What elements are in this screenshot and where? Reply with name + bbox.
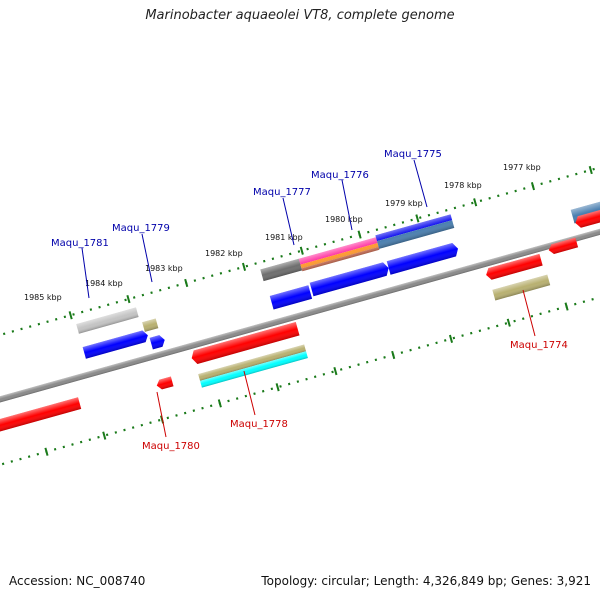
label-maqu-1775: Maqu_1775 [384, 149, 442, 160]
label-maqu-1774: Maqu_1774 [510, 340, 568, 351]
scale-label-1984: 1984 kbp [85, 279, 123, 288]
gene-maqu-1781[interactable] [82, 329, 150, 359]
gene-maqu-1774-khaki[interactable] [492, 274, 551, 301]
label-maqu-1776: Maqu_1776 [311, 170, 369, 181]
label-maqu-1779: Maqu_1779 [112, 223, 170, 234]
accession-text: Accession: NC_008740 [9, 574, 146, 588]
gene-maqu-1776[interactable] [298, 237, 380, 272]
leader-maqu-1781 [81, 247, 90, 299]
scale-labels: 1985 kbp 1984 kbp 1983 kbp 1982 kbp 1981… [24, 163, 541, 302]
gene-maqu-1779-khaki[interactable] [142, 318, 159, 332]
scale-label-1983: 1983 kbp [145, 264, 183, 273]
gene-maqu-1779[interactable] [149, 334, 167, 350]
scale-label-1977: 1977 kbp [503, 163, 541, 172]
gene-fragment-right-red-a[interactable] [547, 237, 579, 255]
leader-maqu-1779 [141, 233, 153, 283]
label-maqu-1778: Maqu_1778 [230, 419, 288, 430]
gene-maqu-1775-blue[interactable] [386, 242, 460, 275]
scale-label-1978: 1978 kbp [444, 181, 482, 190]
leader-maqu-1775 [413, 159, 428, 208]
scale-label-1979: 1979 kbp [385, 199, 423, 208]
gene-maqu-1776-blue[interactable] [309, 261, 391, 297]
gene-maqu-1778[interactable] [190, 321, 300, 365]
gene-maqu-1778-khaki[interactable] [198, 344, 307, 381]
genome-summary-text: Topology: circular; Length: 4,326,849 bp… [261, 574, 591, 588]
scale-label-1982: 1982 kbp [205, 249, 243, 258]
map-title: Marinobacter aquaeolei VT8, complete gen… [145, 8, 455, 23]
gene-fragment-left-red[interactable] [0, 397, 82, 436]
scale-label-1980: 1980 kbp [325, 215, 363, 224]
label-maqu-1777: Maqu_1777 [253, 187, 311, 198]
gene-maqu-1781-light[interactable] [76, 307, 139, 334]
scale-label-1981: 1981 kbp [265, 233, 303, 242]
leader-maqu-1778 [243, 370, 256, 416]
gene-maqu-1774[interactable] [485, 253, 543, 281]
leader-maqu-1777 [282, 197, 295, 246]
gene-maqu-1777[interactable] [269, 285, 313, 310]
upper-major-ticks [68, 165, 593, 320]
gene-maqu-1777-dark[interactable] [260, 258, 303, 282]
label-maqu-1780: Maqu_1780 [142, 441, 200, 452]
gene-maqu-1778-cyan[interactable] [200, 351, 308, 388]
scale-label-1985: 1985 kbp [24, 293, 62, 302]
label-maqu-1781: Maqu_1781 [51, 238, 109, 249]
gene-maqu-1780[interactable] [155, 376, 174, 391]
leader-maqu-1780 [156, 391, 167, 438]
upper-gene-labels: Maqu_1781 Maqu_1779 Maqu_1777 Maqu_1776 … [51, 149, 442, 299]
gene-fragment-right-red-b[interactable] [574, 202, 600, 229]
leader-maqu-1776 [341, 179, 353, 231]
leader-maqu-1774 [522, 289, 536, 337]
lower-gene-labels: Maqu_1780 Maqu_1778 Maqu_1774 [142, 289, 568, 452]
gene-maqu-1775[interactable] [375, 214, 455, 249]
